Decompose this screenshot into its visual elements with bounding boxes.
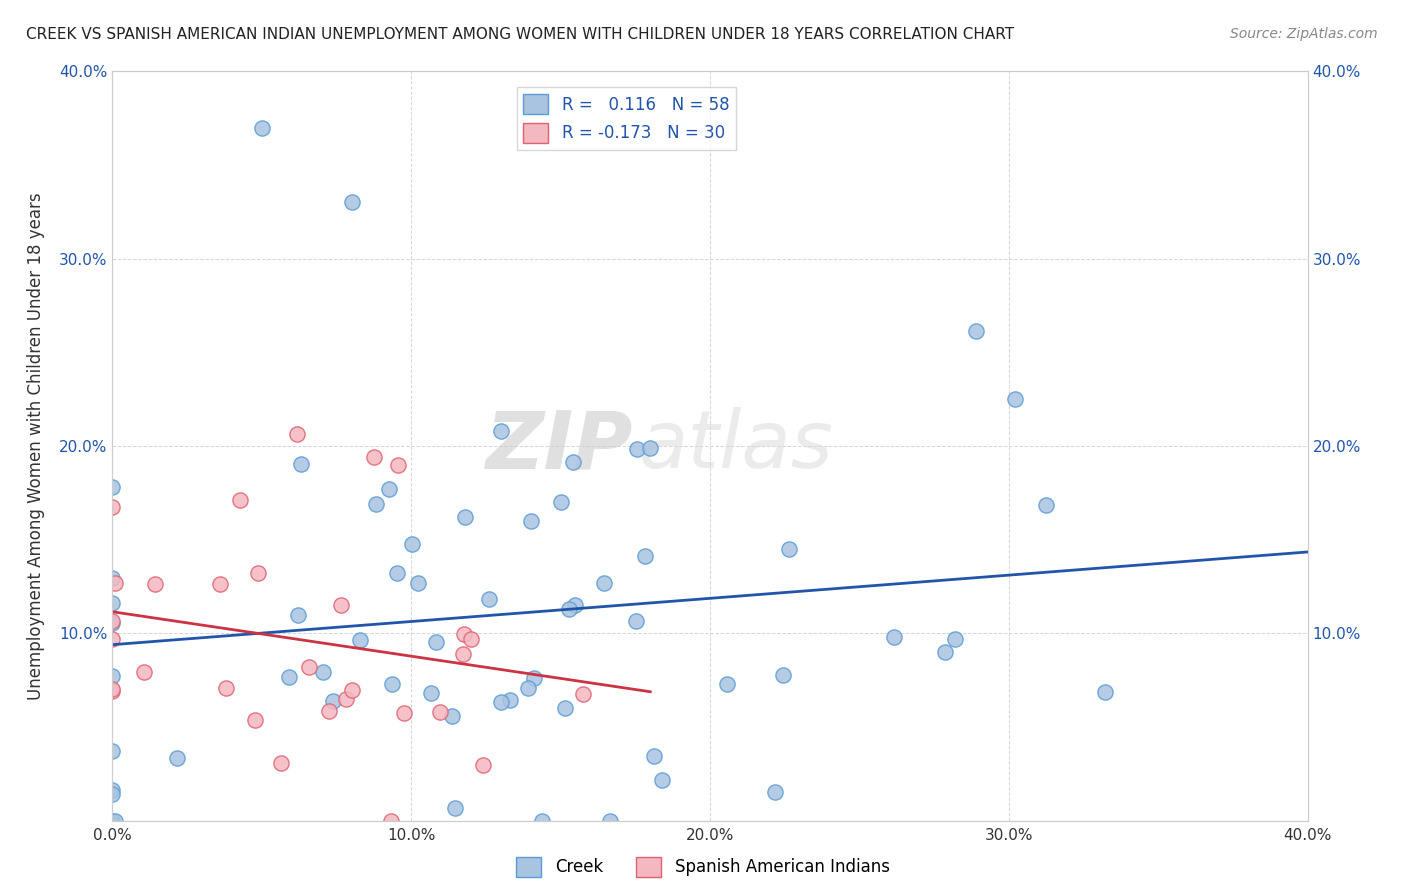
Point — [101, 668, 124, 682]
Point — [330, 599, 353, 613]
Point — [451, 647, 474, 661]
Point — [883, 630, 905, 644]
Point — [101, 814, 124, 828]
Point — [209, 577, 232, 591]
Point — [562, 455, 585, 469]
Point — [229, 492, 252, 507]
Y-axis label: Unemployment Among Women with Children Under 18 years: Unemployment Among Women with Children U… — [27, 192, 45, 700]
Point — [166, 751, 188, 765]
Point — [523, 671, 546, 685]
Point — [638, 441, 661, 455]
Point — [599, 814, 621, 828]
Point — [499, 692, 522, 706]
Point — [643, 749, 665, 764]
Point — [245, 713, 267, 727]
Legend: R =   0.116   N = 58, R = -0.173   N = 30: R = 0.116 N = 58, R = -0.173 N = 30 — [517, 87, 735, 150]
Point — [778, 541, 800, 556]
Point — [401, 537, 423, 551]
Point — [520, 514, 543, 528]
Point — [101, 632, 124, 646]
Point — [517, 681, 540, 695]
Point — [270, 756, 292, 770]
Point — [322, 693, 344, 707]
Point — [651, 772, 673, 787]
Point — [965, 324, 987, 338]
Point — [489, 695, 512, 709]
Point — [101, 480, 124, 494]
Point — [531, 814, 554, 828]
Point — [392, 706, 415, 720]
Point — [132, 665, 155, 679]
Point — [381, 677, 404, 691]
Point — [1004, 392, 1026, 407]
Point — [145, 577, 167, 591]
Point — [342, 682, 364, 697]
Point — [945, 632, 967, 646]
Point — [419, 686, 441, 700]
Point — [104, 575, 127, 590]
Point — [312, 665, 335, 679]
Point — [214, 681, 236, 696]
Point — [626, 442, 648, 457]
Point — [624, 614, 647, 628]
Point — [453, 627, 475, 641]
Point — [460, 632, 482, 647]
Point — [385, 566, 408, 580]
Point — [287, 426, 309, 441]
Point — [425, 634, 447, 648]
Point — [277, 670, 299, 684]
Text: CREEK VS SPANISH AMERICAN INDIAN UNEMPLOYMENT AMONG WOMEN WITH CHILDREN UNDER 18: CREEK VS SPANISH AMERICAN INDIAN UNEMPLO… — [27, 27, 1014, 42]
Point — [104, 814, 127, 828]
Point — [1035, 498, 1057, 512]
Point — [406, 576, 429, 591]
Point — [101, 571, 124, 585]
Point — [101, 596, 124, 610]
Point — [101, 684, 124, 698]
Point — [349, 632, 371, 647]
Point — [934, 645, 956, 659]
Point — [318, 704, 340, 718]
Point — [471, 758, 494, 772]
Point — [593, 575, 616, 590]
Point — [380, 814, 402, 828]
Legend: Creek, Spanish American Indians: Creek, Spanish American Indians — [510, 850, 896, 884]
Point — [716, 677, 738, 691]
Point — [772, 668, 794, 682]
Point — [246, 566, 269, 580]
Point — [364, 497, 387, 511]
Point — [378, 483, 401, 497]
Point — [287, 607, 309, 622]
Point — [298, 660, 321, 674]
Point — [101, 500, 124, 514]
Point — [634, 549, 657, 563]
Text: atlas: atlas — [638, 407, 834, 485]
Point — [554, 701, 576, 715]
Point — [1094, 685, 1116, 699]
Point — [478, 591, 501, 606]
Point — [101, 682, 124, 697]
Point — [101, 787, 124, 801]
Point — [441, 709, 464, 723]
Point — [572, 687, 595, 701]
Point — [363, 450, 385, 465]
Point — [101, 783, 124, 797]
Point — [101, 615, 124, 630]
Point — [335, 691, 357, 706]
Point — [443, 801, 465, 815]
Text: Source: ZipAtlas.com: Source: ZipAtlas.com — [1230, 27, 1378, 41]
Point — [454, 509, 477, 524]
Point — [763, 785, 786, 799]
Point — [101, 615, 124, 629]
Point — [558, 602, 581, 616]
Point — [340, 195, 363, 210]
Point — [101, 744, 124, 758]
Point — [564, 598, 586, 612]
Point — [550, 495, 572, 509]
Point — [387, 458, 409, 472]
Point — [491, 424, 513, 438]
Point — [250, 120, 273, 135]
Text: ZIP: ZIP — [485, 407, 633, 485]
Point — [429, 705, 451, 719]
Point — [290, 457, 312, 471]
